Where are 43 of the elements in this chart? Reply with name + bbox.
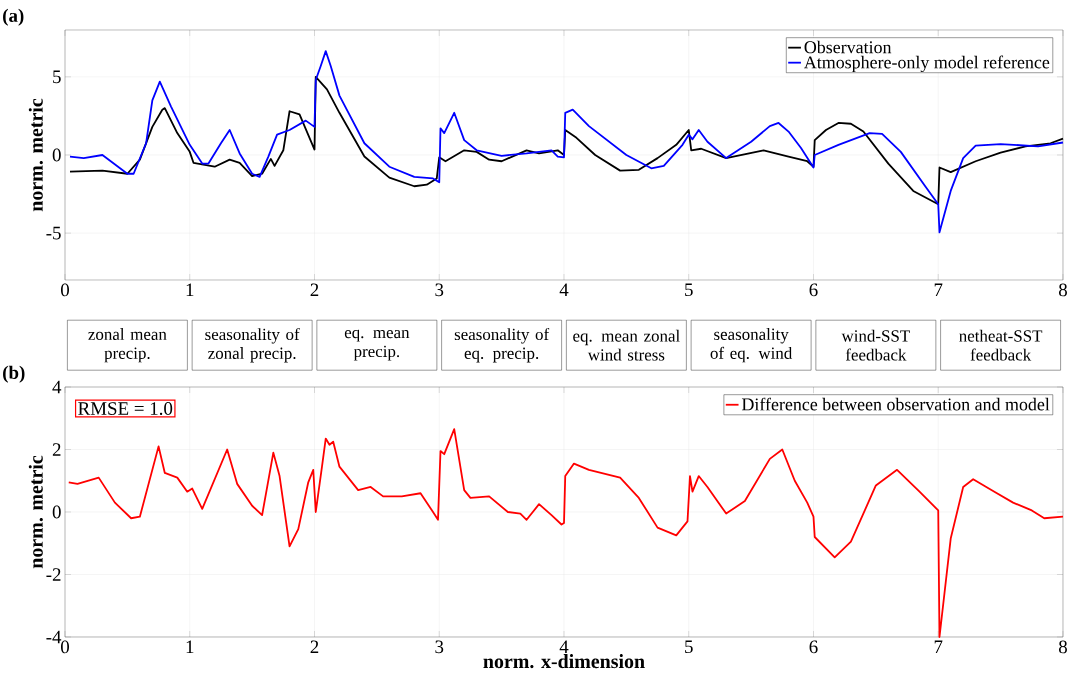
y-tick-label: 0 [52, 148, 61, 162]
line-series [69, 75, 1064, 206]
x-tick-label: 4 [559, 640, 569, 653]
text: seasonality of zonal precip. [205, 327, 300, 363]
legend-label: Observation [804, 40, 892, 54]
x-tick-label: 8 [1058, 640, 1067, 654]
x-tick-label: 4 [559, 283, 569, 296]
x-tick-label: 3 [435, 283, 444, 297]
chart-title: (b) [3, 365, 25, 383]
text: seasonality of eq. precip. [454, 327, 550, 363]
y-tick-label: -2 [46, 568, 61, 581]
x-tick-label: 6 [809, 640, 818, 654]
line-series [67, 428, 1064, 638]
x-tick-label: 7 [934, 640, 943, 653]
annotation: RMSE = 1.0 [78, 402, 173, 415]
legend-label: Atmosphere-only model reference [804, 55, 1050, 73]
x-tick-label: 3 [435, 640, 444, 654]
y-axis-title: norm. metric [28, 455, 43, 569]
y-tick-label: 2 [52, 443, 61, 456]
x-tick-label: 2 [310, 283, 319, 297]
x-tick-label: 8 [1058, 283, 1067, 297]
y-axis-title: norm. metric [28, 98, 43, 212]
text: zonal mean precip. [88, 328, 167, 363]
text: eq. mean zonal wind stress [573, 329, 680, 361]
text: wind-SST feedback [841, 329, 910, 361]
x-axis-title: norm. x-dimension [483, 654, 645, 669]
text: eq. mean precip. [344, 329, 410, 361]
x-tick-label: 7 [934, 283, 943, 296]
legend-label: Difference between observation and model [741, 397, 1050, 411]
y-tick-label: 5 [53, 70, 61, 84]
x-tick-label: 5 [685, 283, 693, 297]
y-tick-label: 4 [52, 380, 62, 394]
x-tick-label: 1 [186, 283, 194, 297]
x-tick-label: 6 [809, 283, 818, 297]
text: netheat-SST feedback [959, 329, 1043, 361]
chart-title: (a) [3, 8, 24, 26]
x-tick-label: 5 [685, 640, 693, 654]
x-tick-label: 1 [186, 640, 194, 654]
y-tick-label: -4 [46, 630, 62, 644]
x-tick-label: 2 [310, 640, 319, 654]
text: seasonality of eq. wind [710, 328, 793, 363]
y-tick-label: 0 [52, 505, 61, 519]
y-tick-label: -5 [46, 226, 61, 240]
